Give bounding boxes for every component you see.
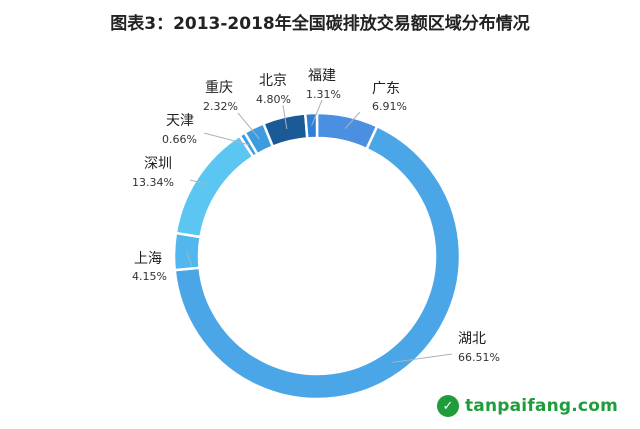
site-watermark: ✓ tanpaifang.com <box>432 393 628 419</box>
leader-line-0 <box>344 111 361 129</box>
slice-value-label-1: 66.51% <box>458 351 500 364</box>
slice-name-label-5: 重庆 <box>205 80 233 96</box>
slice-value-label-2: 4.15% <box>132 270 167 283</box>
slice-name-label-7: 福建 <box>308 68 336 84</box>
slice-name-label-3: 深圳 <box>144 156 172 172</box>
slice-name-label-1: 湖北 <box>458 331 486 347</box>
watermark-text: tanpaifang.com <box>464 396 618 416</box>
slice-value-label-4: 0.66% <box>162 133 197 146</box>
leader-line-4 <box>203 132 249 146</box>
slice-3 <box>174 133 255 239</box>
leader-line-6 <box>282 104 288 130</box>
leader-line-3 <box>189 179 209 185</box>
slice-value-label-6: 4.80% <box>256 93 291 106</box>
slice-name-label-2: 上海 <box>134 251 162 267</box>
slice-value-label-5: 2.32% <box>203 100 238 113</box>
slice-name-label-4: 天津 <box>166 113 194 129</box>
leaf-icon: ✓ <box>436 395 459 417</box>
slice-value-label-7: 1.31% <box>306 88 341 101</box>
leader-line-2 <box>186 251 193 267</box>
chart-title: 图表3：2013-2018年全国碳排放交易额区域分布情况 <box>110 14 530 34</box>
slice-name-label-0: 广东 <box>372 81 400 97</box>
slice-value-label-0: 6.91% <box>372 100 407 113</box>
slice-2 <box>172 231 202 272</box>
leader-line-7 <box>311 99 323 126</box>
slice-1 <box>173 124 462 401</box>
leader-line-5 <box>237 112 260 140</box>
slice-name-label-6: 北京 <box>259 73 287 89</box>
slice-value-label-3: 13.34% <box>132 176 174 189</box>
leader-line-1 <box>392 353 453 363</box>
